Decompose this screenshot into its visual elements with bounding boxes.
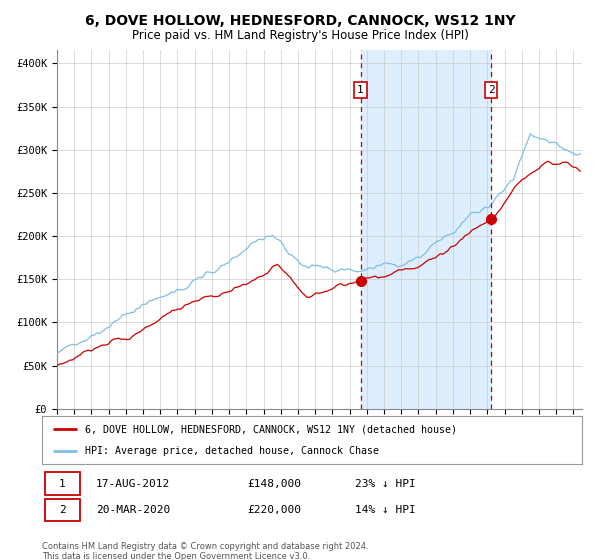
- Text: 6, DOVE HOLLOW, HEDNESFORD, CANNOCK, WS12 1NY: 6, DOVE HOLLOW, HEDNESFORD, CANNOCK, WS1…: [85, 14, 515, 28]
- FancyBboxPatch shape: [45, 499, 80, 521]
- Text: 17-AUG-2012: 17-AUG-2012: [96, 479, 170, 488]
- Text: 6, DOVE HOLLOW, HEDNESFORD, CANNOCK, WS12 1NY (detached house): 6, DOVE HOLLOW, HEDNESFORD, CANNOCK, WS1…: [85, 424, 457, 435]
- Text: £148,000: £148,000: [247, 479, 301, 488]
- Text: Price paid vs. HM Land Registry's House Price Index (HPI): Price paid vs. HM Land Registry's House …: [131, 29, 469, 42]
- Text: 2: 2: [59, 505, 65, 515]
- Text: 2: 2: [488, 85, 494, 95]
- Text: 14% ↓ HPI: 14% ↓ HPI: [355, 505, 416, 515]
- Text: 20-MAR-2020: 20-MAR-2020: [96, 505, 170, 515]
- Text: 1: 1: [59, 479, 65, 488]
- Bar: [361, 50, 491, 409]
- Text: 1: 1: [357, 85, 364, 95]
- FancyBboxPatch shape: [45, 473, 80, 494]
- Text: HPI: Average price, detached house, Cannock Chase: HPI: Average price, detached house, Cann…: [85, 446, 379, 456]
- Text: £220,000: £220,000: [247, 505, 301, 515]
- Text: 23% ↓ HPI: 23% ↓ HPI: [355, 479, 416, 488]
- Text: Contains HM Land Registry data © Crown copyright and database right 2024.
This d: Contains HM Land Registry data © Crown c…: [42, 542, 368, 560]
